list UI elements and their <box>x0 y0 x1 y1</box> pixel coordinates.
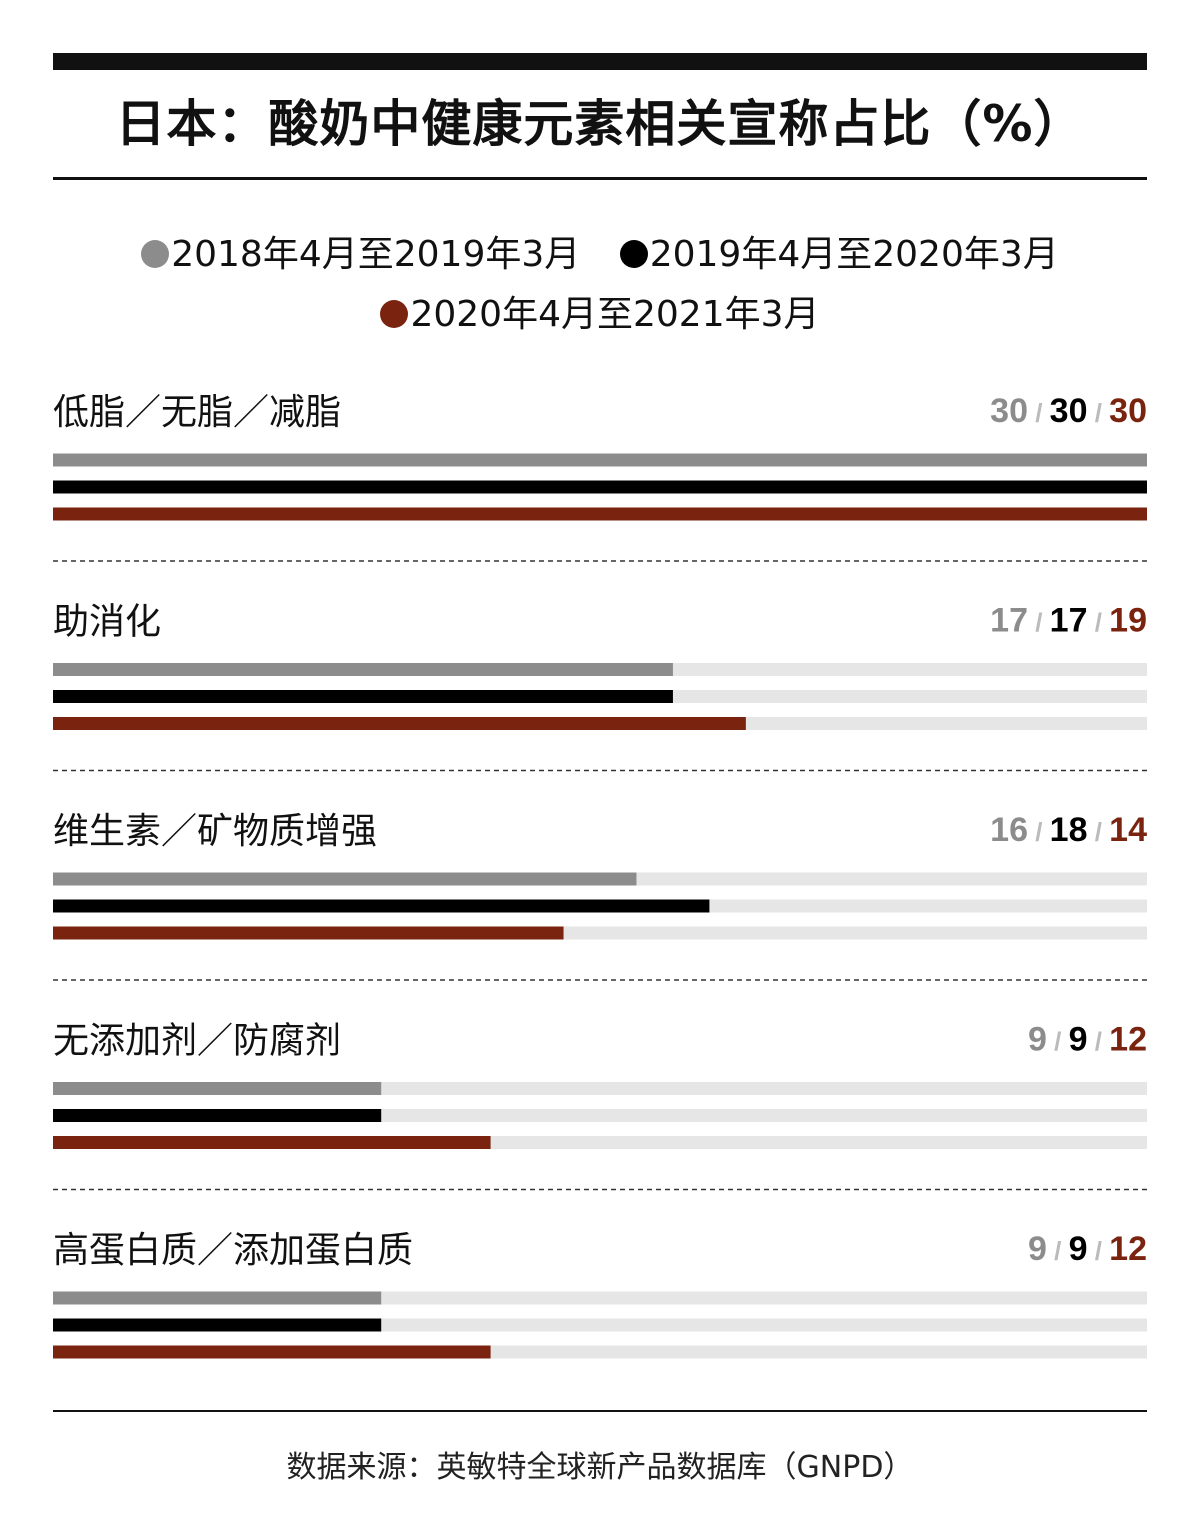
value-label-1-0: 17 <box>990 602 1028 640</box>
value-separator: / <box>1028 817 1050 847</box>
category-label-2: 维生素／矿物质增强 <box>53 811 377 852</box>
value-label-4-1: 9 <box>1069 1230 1088 1268</box>
legend-swatch-2 <box>380 300 409 328</box>
bar-3-2 <box>53 1136 491 1149</box>
legend-entry-2: 2020年4月至2021年3月 <box>380 290 820 340</box>
legend-label-1: 2019年4月至2020年3月 <box>649 234 1059 275</box>
title-rule <box>53 177 1147 180</box>
legend-row-1: 2018年4月至2019年3月 2019年4月至2020年3月 <box>53 230 1147 280</box>
bar-2-2 <box>53 926 564 940</box>
value-label-0-1: 30 <box>1050 392 1088 430</box>
bar-4-0 <box>53 1291 382 1305</box>
legend-entry-1: 2019年4月至2020年3月 <box>619 230 1059 280</box>
value-labels-2: 16 / 18 / 14 <box>990 811 1147 849</box>
value-labels-1: 17 / 17 / 19 <box>990 602 1147 640</box>
value-separator: / <box>1047 1027 1069 1057</box>
value-label-3-1: 9 <box>1069 1021 1088 1059</box>
category-label-0: 低脂／无脂／减脂 <box>53 392 341 433</box>
data-source: 数据来源：英敏特全球新产品数据库（GNPD） <box>286 1450 914 1485</box>
value-label-2-1: 18 <box>1050 811 1088 849</box>
value-separator: / <box>1028 608 1050 638</box>
bar-4-1 <box>53 1318 382 1332</box>
value-label-1-2: 19 <box>1109 602 1147 640</box>
bar-0-0 <box>53 453 1147 467</box>
bar-2-1 <box>53 899 710 913</box>
bar-3-1 <box>53 1109 382 1122</box>
top-rule <box>53 53 1147 70</box>
value-labels-3: 9 / 9 / 12 <box>1028 1021 1147 1059</box>
bar-1-2 <box>53 717 746 730</box>
value-label-4-2: 12 <box>1109 1230 1147 1268</box>
bar-4-2 <box>53 1345 491 1359</box>
bar-2-0 <box>53 872 637 886</box>
legend-swatch-0 <box>141 240 170 268</box>
value-labels-0: 30 / 30 / 30 <box>990 392 1147 430</box>
value-separator: / <box>1047 1236 1069 1266</box>
value-separator: / <box>1088 1027 1110 1057</box>
value-label-3-0: 9 <box>1028 1021 1047 1059</box>
value-label-4-0: 9 <box>1028 1230 1047 1268</box>
bar-3-0 <box>53 1082 382 1095</box>
footer-rule <box>53 1410 1147 1412</box>
legend-label-2: 2020年4月至2021年3月 <box>410 294 820 335</box>
value-label-0-2: 30 <box>1109 392 1147 430</box>
value-separator: / <box>1088 398 1110 428</box>
value-label-2-0: 16 <box>990 811 1028 849</box>
value-separator: / <box>1088 608 1110 638</box>
legend-entry-0: 2018年4月至2019年3月 <box>141 230 580 280</box>
value-label-1-1: 17 <box>1050 602 1088 640</box>
value-label-2-2: 14 <box>1109 811 1147 849</box>
legend-row-2: 2020年4月至2021年3月 <box>53 290 1147 340</box>
bar-0-1 <box>53 480 1147 494</box>
value-label-3-2: 12 <box>1109 1021 1147 1059</box>
bar-1-1 <box>53 690 673 703</box>
value-labels-4: 9 / 9 / 12 <box>1028 1230 1147 1268</box>
value-separator: / <box>1028 398 1050 428</box>
value-label-0-0: 30 <box>990 392 1028 430</box>
value-separator: / <box>1088 1236 1110 1266</box>
category-label-3: 无添加剂／防腐剂 <box>53 1021 341 1062</box>
bar-0-2 <box>53 507 1147 521</box>
legend-swatch-1 <box>619 240 648 268</box>
category-label-4: 高蛋白质／添加蛋白质 <box>53 1230 413 1271</box>
value-separator: / <box>1088 817 1110 847</box>
legend-label-0: 2018年4月至2019年3月 <box>171 234 581 275</box>
chart-title: 日本：酸奶中健康元素相关宣称占比（%） <box>115 95 1085 153</box>
category-label-1: 助消化 <box>53 602 161 643</box>
bar-1-0 <box>53 663 673 676</box>
